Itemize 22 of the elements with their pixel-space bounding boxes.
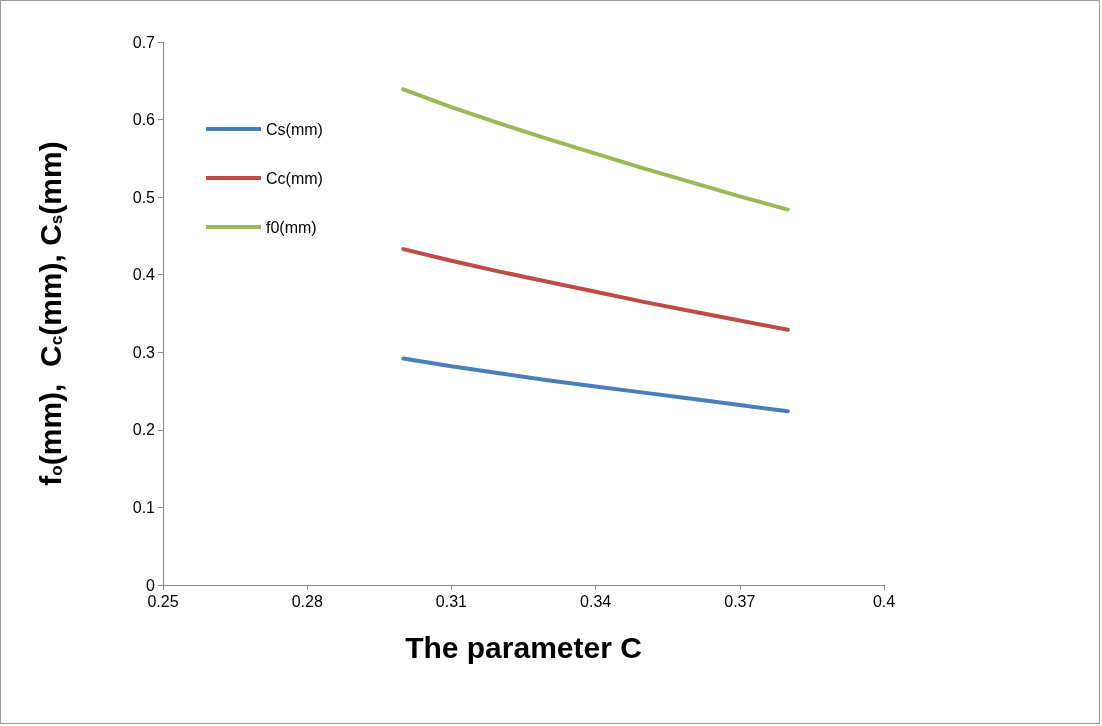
y-tick-label: 0.3 — [132, 343, 156, 361]
x-axis-title: The parameter C — [405, 630, 642, 664]
x-tick-label: 0.31 — [435, 592, 468, 610]
line-series — [401, 247, 790, 332]
legend-label: f0(mm) — [266, 218, 317, 236]
line-series — [401, 356, 790, 414]
y-axis-title: fo(mm), Cc(mm), Cs(mm) — [33, 141, 67, 486]
y-tick-label: 0 — [146, 576, 156, 594]
x-tick-label: 0.25 — [147, 592, 179, 610]
y-tick-label: 0.6 — [132, 111, 156, 129]
x-tick-label: 0.4 — [872, 592, 896, 610]
x-tick-label: 0.34 — [580, 592, 612, 610]
x-tick-label: 0.28 — [291, 592, 323, 610]
y-tick-label: 0.4 — [132, 266, 156, 284]
line-series — [401, 87, 790, 212]
y-tick-label: 0.1 — [132, 498, 156, 516]
y-tick-label: 0.5 — [132, 188, 156, 206]
legend-label: Cs(mm) — [266, 120, 323, 138]
y-tick-label: 0.7 — [132, 33, 156, 51]
legend-label: Cc(mm) — [266, 169, 323, 187]
x-tick-label: 0.37 — [724, 592, 756, 610]
y-tick-label: 0.2 — [132, 421, 156, 439]
